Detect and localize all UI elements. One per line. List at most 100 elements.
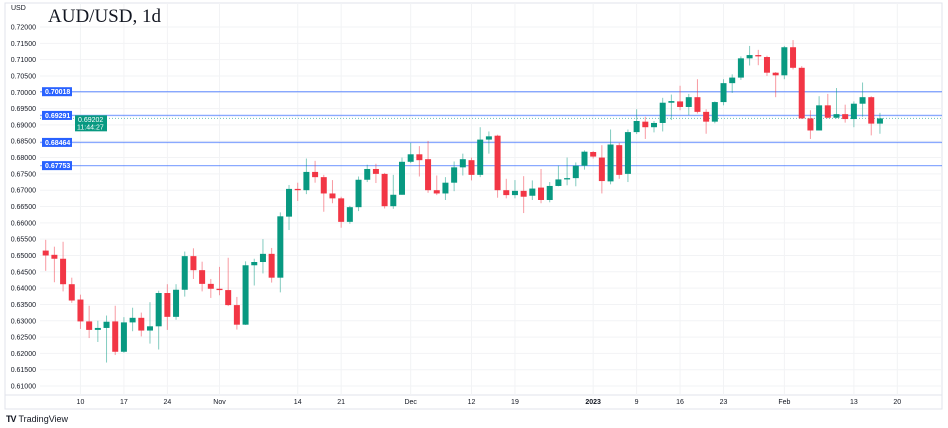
candle-body-down <box>868 97 875 124</box>
y-tick-label: 0.62000 <box>11 351 36 358</box>
chart-frame <box>4 2 943 410</box>
candle-body-down <box>268 253 275 278</box>
candle-body-up <box>816 105 823 131</box>
current-price-value: 0.69202 <box>78 117 103 124</box>
candle-body-down <box>468 160 475 175</box>
candle-body-up <box>511 190 518 196</box>
level-price-badge[interactable] <box>42 137 72 147</box>
x-tick-label: 9 <box>635 399 639 406</box>
candle-body-up <box>346 207 353 222</box>
bar-countdown: 11:44:27 <box>77 124 104 131</box>
candle-body-up <box>746 55 753 59</box>
candle-body-up <box>685 97 692 107</box>
candle-body-down <box>42 250 49 256</box>
candle-body-down <box>164 293 171 317</box>
candle-body-up <box>251 262 258 266</box>
candle-body-down <box>590 152 597 157</box>
candle-body-down <box>199 270 206 284</box>
candle-body-up <box>555 179 562 186</box>
candle-body-down <box>790 47 797 68</box>
candle-body-up <box>442 182 449 194</box>
candle-body-up <box>181 256 188 290</box>
candle-body-down <box>755 55 762 57</box>
x-tick-label: 19 <box>511 399 519 406</box>
candle-body-up <box>581 151 588 166</box>
candle-body-down <box>338 198 345 222</box>
candle-body-up <box>529 188 536 196</box>
candle-body-up <box>624 132 631 174</box>
candle-body-up <box>572 165 579 179</box>
candle-body-up <box>94 327 101 330</box>
candle-body-up <box>364 168 371 180</box>
x-tick-label: 17 <box>120 399 128 406</box>
y-tick-label: 0.62500 <box>11 335 36 342</box>
y-tick-label: 0.70000 <box>11 90 36 97</box>
candle-body-up <box>833 114 840 118</box>
y-tick-label: 0.61000 <box>11 384 36 391</box>
candle-body-up <box>173 289 180 317</box>
candle-body-down <box>503 190 510 196</box>
y-tick-label: 0.69500 <box>11 106 36 113</box>
y-tick-label: 0.71500 <box>11 41 36 48</box>
candle-body-down <box>677 101 684 107</box>
x-tick-label: 10 <box>77 399 85 406</box>
candle-body-up <box>876 118 883 124</box>
y-tick-label: 0.72000 <box>11 25 36 32</box>
candle-body-down <box>425 159 432 191</box>
candle-body-down <box>51 254 58 259</box>
x-tick-label: 20 <box>893 399 901 406</box>
candle-body-up <box>242 265 249 325</box>
y-tick-label: 0.65500 <box>11 237 36 244</box>
y-tick-label: 0.61500 <box>11 367 36 374</box>
level-price-label: 0.67753 <box>45 163 70 170</box>
tradingview-logo-text: TradingView <box>18 414 69 424</box>
x-tick-label: 24 <box>163 399 171 406</box>
candle-body-up <box>259 253 266 263</box>
tradingview-logo[interactable]: TV TradingView <box>6 414 68 424</box>
candle-body-up <box>651 122 657 128</box>
candle-body-down <box>86 321 93 330</box>
candle-body-down <box>138 317 145 331</box>
candle-body-up <box>103 321 110 328</box>
candle-body-up <box>659 102 666 123</box>
chart-title: AUD/USD, 1d <box>48 6 161 27</box>
candle-body-up <box>633 121 640 133</box>
candle-body-down <box>433 190 440 194</box>
candle-body-down <box>112 321 119 352</box>
y-tick-label: 0.66500 <box>11 204 36 211</box>
y-tick-label: 0.67500 <box>11 171 36 178</box>
candle-body-down <box>616 145 623 175</box>
x-tick-label: 23 <box>720 399 728 406</box>
candle-body-up <box>286 188 293 217</box>
level-price-badge[interactable] <box>42 87 72 97</box>
x-tick-label: 2023 <box>585 399 601 406</box>
x-tick-label: 13 <box>850 399 858 406</box>
candle-body-up <box>720 83 727 103</box>
level-price-label: 0.68464 <box>45 140 70 147</box>
candle-body-up <box>120 322 127 352</box>
candle-body-up <box>390 194 397 207</box>
level-price-badge[interactable] <box>42 110 72 120</box>
price-unit-label: USD <box>11 5 26 12</box>
candle-body-up <box>459 159 466 168</box>
x-tick-label: Dec <box>404 399 417 406</box>
y-tick-label: 0.63500 <box>11 302 36 309</box>
candle-body-down <box>763 57 770 73</box>
candle-body-down <box>294 188 301 191</box>
candle-body-up <box>729 77 736 84</box>
y-tick-label: 0.69000 <box>11 122 36 129</box>
candle-body-down <box>312 171 319 178</box>
current-price-badge <box>75 115 107 132</box>
y-tick-label: 0.64500 <box>11 269 36 276</box>
candle-body-up <box>564 178 571 180</box>
level-price-badge[interactable] <box>42 161 72 171</box>
tradingview-logo-icon: TV <box>6 414 16 424</box>
y-tick-label: 0.64000 <box>11 286 36 293</box>
candle-body-down <box>598 157 605 182</box>
candle-body-up <box>355 179 362 208</box>
candle-body-down <box>68 284 75 301</box>
candle-body-up <box>859 97 866 104</box>
candle-body-down <box>233 305 240 325</box>
y-tick-label: 0.68000 <box>11 155 36 162</box>
